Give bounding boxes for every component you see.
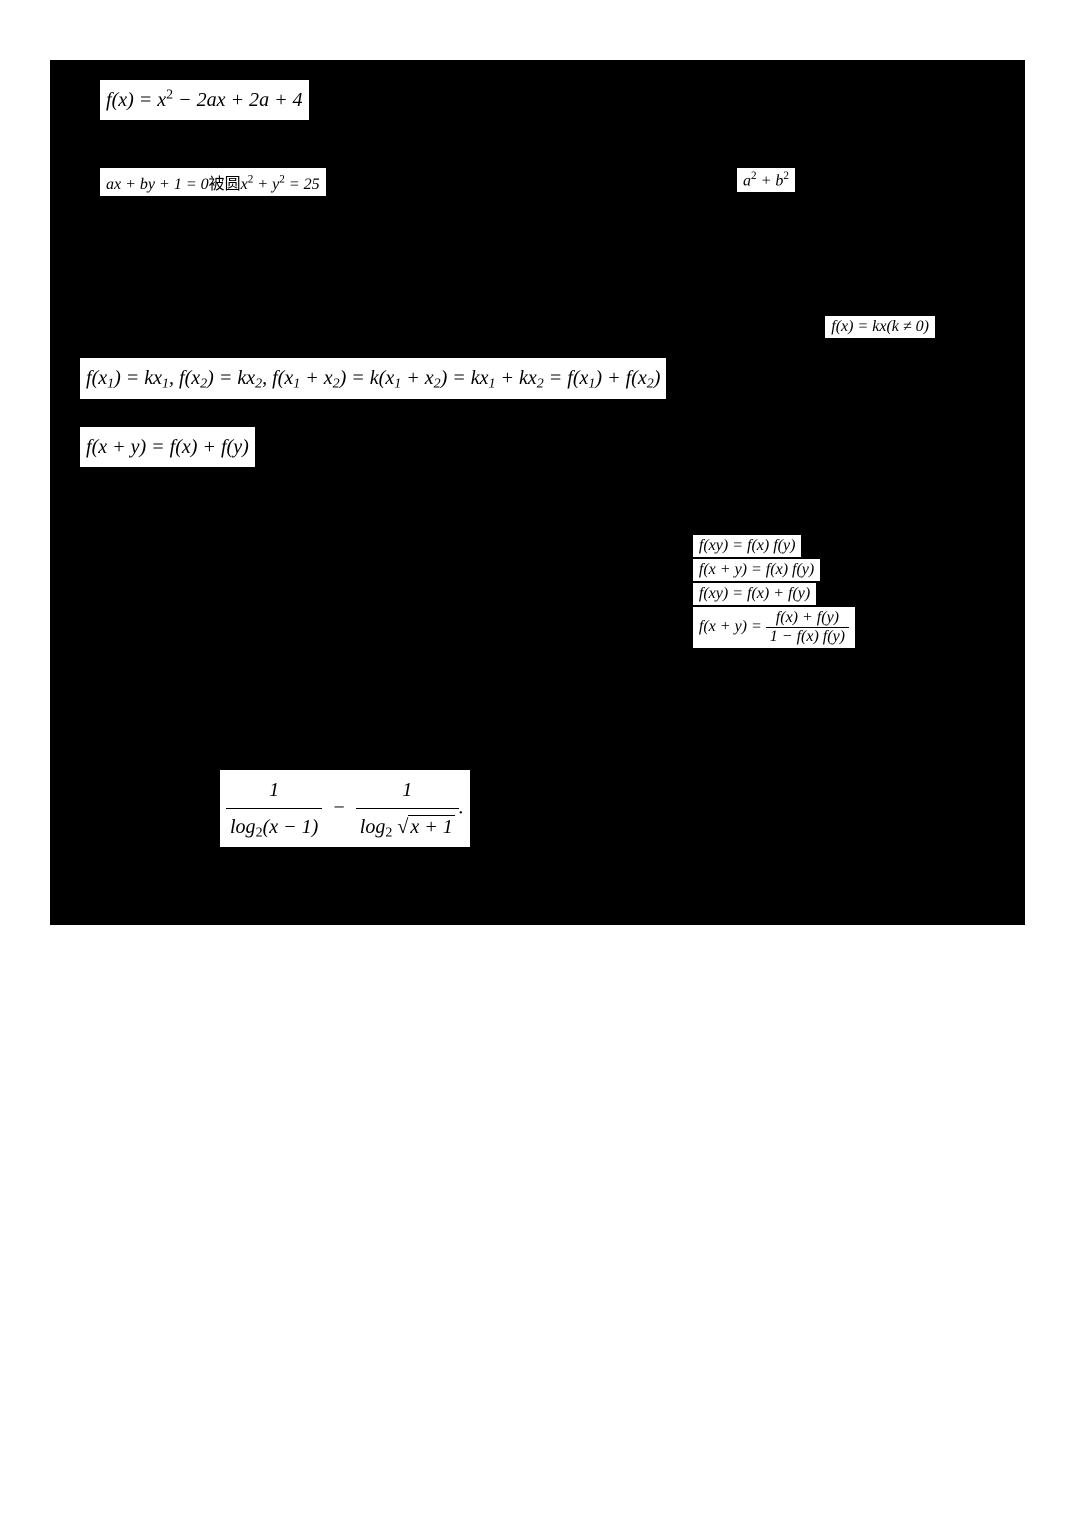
gap — [80, 855, 995, 895]
math-text: f — [106, 89, 112, 111]
formula-a2b2: a2 + b2 — [737, 168, 795, 192]
formula-stack: f(xy) = f(x) f(y) f(x + y) = f(x) f(y) f… — [693, 535, 855, 650]
line-formula-2: ax + by + 1 = 0被圆x2 + y2 = 25 a2 + b2 — [80, 168, 995, 196]
gap — [80, 128, 995, 168]
frac-den-2: log2 √x + 1 — [356, 809, 459, 846]
formula-quadratic: f(x) = x2 − 2ax + 2a + 4 — [100, 80, 309, 120]
formula-6c: f(xy) = f(x) + f(y) — [693, 583, 816, 605]
document-page: f(x) = x2 − 2ax + 2a + 4 ax + by + 1 = 0… — [50, 60, 1025, 925]
formula-6b: f(x + y) = f(x) f(y) — [693, 559, 820, 581]
gap — [80, 407, 995, 427]
frac-num-1: 1 — [226, 772, 322, 809]
formula-kx: f(x) = kx(k ≠ 0) — [825, 316, 935, 338]
line-formula-3: f(x) = kx(k ≠ 0) — [80, 316, 995, 338]
frac-den-1: log2(x − 1) — [226, 809, 322, 846]
line-formula-4: f(x1) = kx1, f(x2) = kx2, f(x1 + x2) = k… — [80, 358, 995, 399]
line-formula-6-block: f(xy) = f(x) f(y) f(x + y) = f(x) f(y) f… — [80, 535, 995, 650]
line-formula-1: f(x) = x2 − 2ax + 2a + 4 — [80, 80, 995, 120]
gap — [80, 710, 995, 770]
gap — [80, 475, 995, 535]
formula-line-circle: ax + by + 1 = 0被圆x2 + y2 = 25 — [100, 168, 326, 196]
frac-num: f(x) + f(y) — [766, 609, 849, 628]
line-formula-7: 1 log2(x − 1) − 1 log2 √x + 1 . — [80, 770, 995, 848]
period: . — [459, 796, 464, 818]
formula-additive: f(x + y) = f(x) + f(y) — [80, 427, 255, 467]
formula-log-frac: 1 log2(x − 1) − 1 log2 √x + 1 . — [220, 770, 470, 848]
fraction-6d: f(x) + f(y) 1 − f(x) f(y) — [766, 609, 849, 646]
formula-6d: f(x + y) = f(x) + f(y) 1 − f(x) f(y) — [693, 607, 855, 648]
gap — [80, 256, 995, 316]
gap — [80, 650, 995, 710]
sqrt-x1: x + 1 — [408, 815, 454, 838]
frac-2: 1 log2 √x + 1 — [356, 772, 459, 846]
frac-1: 1 log2(x − 1) — [226, 772, 322, 846]
gap — [80, 196, 995, 256]
frac-num-2: 1 — [356, 772, 459, 809]
formula-kx-expand: f(x1) = kx1, f(x2) = kx2, f(x1 + x2) = k… — [80, 358, 666, 399]
frac-den: 1 − f(x) f(y) — [766, 628, 849, 646]
line-formula-5: f(x + y) = f(x) + f(y) — [80, 427, 995, 467]
gap — [80, 338, 995, 358]
formula-6a: f(xy) = f(x) f(y) — [693, 535, 802, 557]
